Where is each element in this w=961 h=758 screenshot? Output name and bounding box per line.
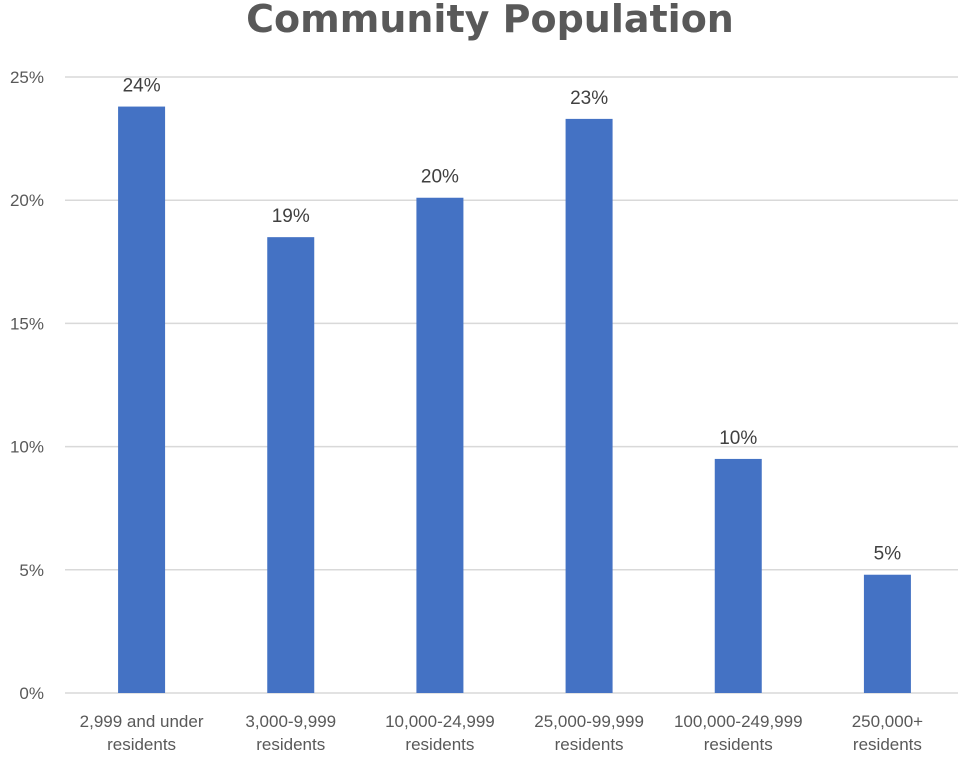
x-category-label: 10,000-24,999 residents [385,712,495,754]
x-category-label: 2,999 and under residents [80,712,204,754]
data-label: 23% [570,88,608,109]
x-category-label: 250,000+ residents [852,712,923,754]
y-tick-label: 10% [10,438,44,457]
x-category-label: 25,000-99,999 residents [534,712,644,754]
y-tick-label: 15% [10,314,44,333]
x-category-label: 100,000-249,999 residents [674,712,803,754]
data-labels: 24% 19% 20% 23% 10% 5% [123,76,902,565]
y-tick-label: 20% [10,191,44,210]
x-category-label: 3,000-9,999 residents [245,712,336,754]
data-label: 19% [272,206,310,227]
x-axis-categories: 2,999 and under residents 3,000-9,999 resid… [80,712,924,754]
data-label: 24% [123,76,161,97]
y-axis-ticks: 0% 5% 10% 15% 20% 25% [10,68,44,703]
bar [565,118,613,693]
chart-title: Community Population [246,0,734,41]
data-label: 5% [874,544,902,565]
gridlines [65,76,958,694]
y-tick-label: 5% [19,561,44,580]
bar [863,574,911,693]
bar [416,197,464,693]
bar [267,237,315,693]
bar [714,458,762,693]
bar [118,106,166,694]
data-label: 10% [719,428,757,449]
bars [118,106,911,694]
data-label: 20% [421,167,459,188]
y-tick-label: 25% [10,68,44,87]
y-tick-label: 0% [19,684,44,703]
